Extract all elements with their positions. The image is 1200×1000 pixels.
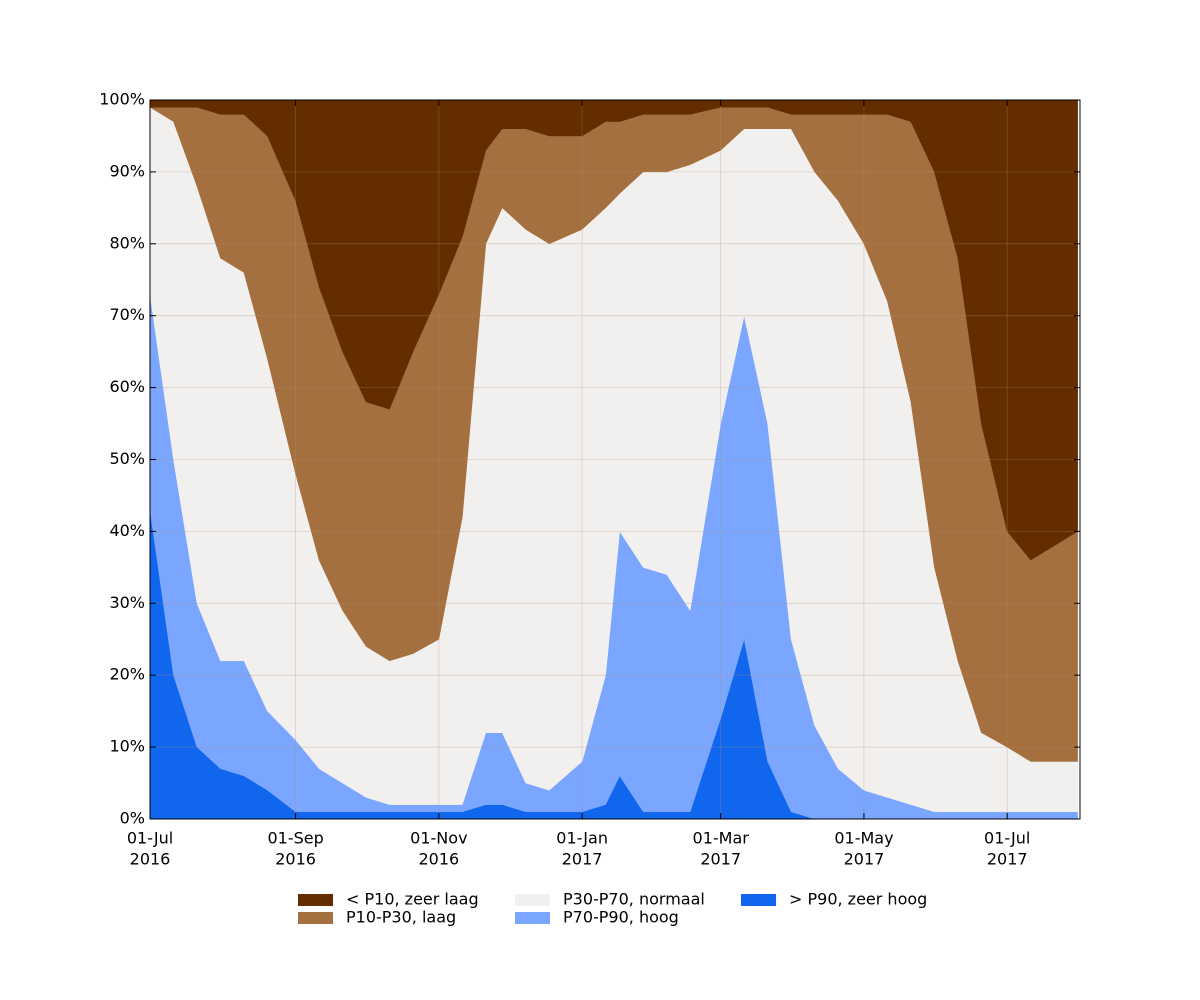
x-tick-label: 2016: [419, 850, 460, 869]
x-tick-label: 01-Jul: [984, 829, 1030, 848]
x-tick-label: 2017: [700, 850, 741, 869]
y-tick-label: 80%: [109, 233, 145, 252]
y-tick-label: 60%: [109, 377, 145, 396]
x-tick-label: 01-Mar: [693, 829, 750, 848]
legend-item: < P10, zeer laag: [298, 890, 479, 909]
y-tick-label: 20%: [109, 665, 145, 684]
x-tick-label: 01-May: [834, 829, 893, 848]
y-tick-label: 30%: [109, 593, 145, 612]
legend-label: P10-P30, laag: [346, 908, 456, 927]
legend-swatch: [515, 894, 550, 906]
plot-frame: [149, 99, 1081, 820]
y-tick-label: 10%: [109, 737, 145, 756]
y-tick-label: 100%: [99, 90, 145, 109]
x-tick-label: 01-Jul: [127, 829, 173, 848]
legend-item: P30-P70, normaal: [515, 890, 705, 909]
x-tick-label: 2017: [844, 850, 885, 869]
x-tick-label: 01-Jan: [556, 829, 608, 848]
x-tick-label: 2017: [562, 850, 603, 869]
legend-swatch: [298, 912, 333, 924]
y-tick-label: 70%: [109, 305, 145, 324]
legend-item: > P90, zeer hoog: [741, 890, 927, 909]
x-tick-label: 2017: [987, 850, 1028, 869]
legend-swatch: [741, 894, 776, 906]
y-tick-label: 0%: [120, 809, 145, 828]
y-tick-label: 50%: [109, 449, 145, 468]
legend-label: > P90, zeer hoog: [789, 890, 927, 909]
y-tick-label: 90%: [109, 161, 145, 180]
legend-label: P70-P90, hoog: [563, 908, 679, 927]
legend-item: P70-P90, hoog: [515, 908, 679, 927]
legend-item: P10-P30, laag: [298, 908, 456, 927]
legend-swatch: [298, 894, 333, 906]
x-tick-label: 2016: [275, 850, 316, 869]
legend-swatch: [515, 912, 550, 924]
legend-label: < P10, zeer laag: [346, 890, 479, 909]
x-tick-label: 01-Nov: [410, 829, 467, 848]
x-tick-label: 01-Sep: [267, 829, 323, 848]
legend-label: P30-P70, normaal: [563, 890, 705, 909]
y-tick-label: 40%: [109, 521, 145, 540]
x-tick-label: 2016: [130, 850, 171, 869]
